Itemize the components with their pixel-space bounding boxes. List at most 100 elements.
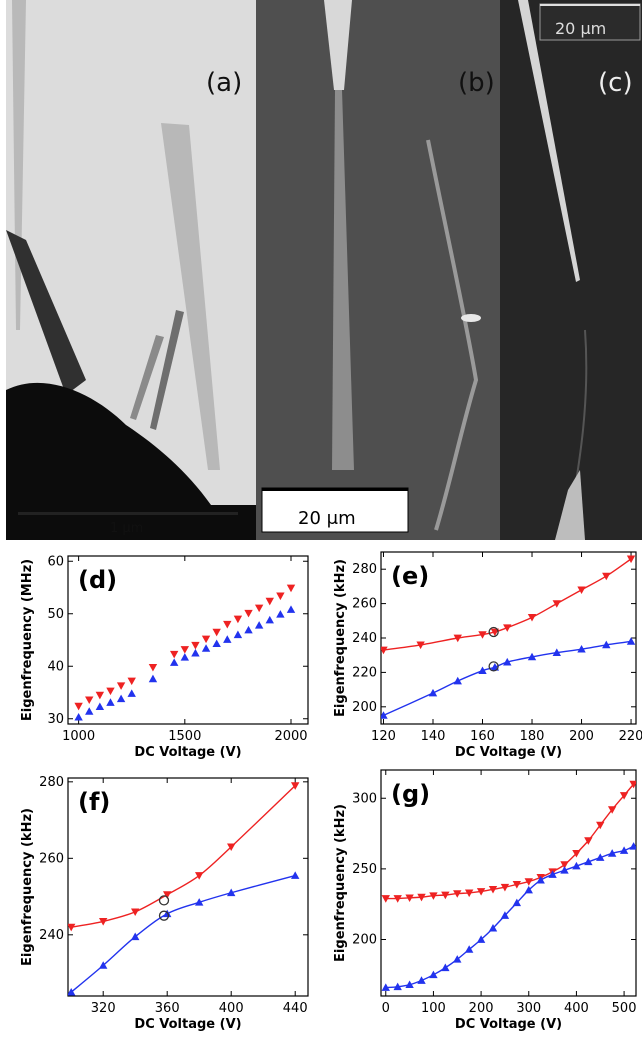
data-point bbox=[74, 712, 83, 721]
data-point bbox=[227, 888, 236, 897]
x-tick-label: 200 bbox=[469, 1001, 494, 1016]
data-point bbox=[441, 891, 450, 900]
x-tick-label: 0 bbox=[382, 1001, 390, 1016]
data-point bbox=[85, 707, 94, 715]
data-point bbox=[254, 604, 264, 613]
plot-frame bbox=[67, 777, 309, 997]
sem-micrograph-c: 20 μm bbox=[500, 0, 642, 540]
x-tick-label: 400 bbox=[219, 1001, 244, 1016]
data-point bbox=[291, 871, 300, 879]
y-tick-label: 240 bbox=[39, 928, 64, 943]
anticrossing-marker bbox=[488, 626, 499, 638]
data-point bbox=[212, 628, 221, 637]
data-point bbox=[227, 843, 236, 852]
data-point bbox=[500, 911, 510, 919]
panel-label-b: (b) bbox=[458, 68, 495, 98]
data-point bbox=[560, 866, 569, 874]
data-point bbox=[548, 870, 557, 878]
tip-bottom bbox=[555, 470, 585, 540]
sem-image-panel-c: 20 μm (c) bbox=[500, 0, 642, 540]
data-point bbox=[512, 881, 522, 889]
data-point bbox=[163, 891, 172, 899]
data-point bbox=[488, 885, 498, 894]
data-point bbox=[195, 898, 204, 906]
data-point bbox=[116, 694, 126, 703]
data-point bbox=[572, 849, 581, 858]
data-point bbox=[233, 615, 243, 624]
data-point bbox=[68, 987, 76, 996]
data-point bbox=[381, 711, 388, 719]
y-tick-label: 250 bbox=[352, 862, 377, 877]
data-point bbox=[602, 572, 611, 581]
data-point bbox=[148, 674, 158, 683]
data-point bbox=[74, 702, 83, 711]
data-point bbox=[201, 644, 211, 652]
x-axis-label: DC Voltage (V) bbox=[455, 1017, 562, 1032]
data-point bbox=[381, 646, 388, 655]
data-point bbox=[223, 620, 232, 629]
data-point bbox=[106, 687, 115, 696]
nanowire-c bbox=[518, 0, 580, 282]
data-point bbox=[99, 918, 108, 926]
sem-micrograph-b: 20 μm bbox=[256, 0, 500, 540]
y-axis-label: Eigenfrequency (kHz) bbox=[333, 804, 348, 962]
data-point bbox=[99, 961, 108, 969]
data-point bbox=[393, 895, 402, 903]
data-point bbox=[201, 635, 211, 644]
substrate-dark bbox=[6, 382, 256, 540]
y-tick-label: 60 bbox=[47, 554, 64, 569]
data-point bbox=[602, 640, 611, 649]
data-point bbox=[163, 909, 172, 918]
nanowire-dark bbox=[6, 230, 86, 395]
data-point bbox=[131, 908, 140, 917]
data-point bbox=[488, 924, 498, 932]
series-group bbox=[74, 584, 296, 721]
x-tick-label: 1500 bbox=[168, 729, 201, 744]
data-point bbox=[191, 648, 200, 657]
data-point bbox=[212, 639, 221, 648]
data-point bbox=[584, 857, 593, 866]
x-tick-label: 180 bbox=[520, 729, 545, 744]
scale-label-a: 1 μm bbox=[110, 521, 143, 536]
x-tick-label: 200 bbox=[569, 729, 594, 744]
y-tick-label: 260 bbox=[39, 851, 64, 866]
x-tick-label: 360 bbox=[155, 1001, 180, 1016]
data-point bbox=[629, 780, 636, 789]
data-point bbox=[381, 895, 390, 903]
data-point bbox=[85, 696, 94, 705]
data-point bbox=[244, 609, 253, 618]
data-point bbox=[428, 688, 438, 697]
x-tick-label: 100 bbox=[421, 1001, 446, 1016]
panel-label-e: (e) bbox=[391, 562, 429, 590]
x-tick-label: 440 bbox=[283, 1001, 308, 1016]
data-point bbox=[552, 600, 561, 608]
data-point bbox=[286, 605, 296, 613]
panel-label-d: (d) bbox=[78, 566, 117, 594]
data-point bbox=[417, 976, 426, 984]
data-point bbox=[416, 641, 425, 650]
x-tick-label: 2000 bbox=[274, 729, 307, 744]
plot-frame bbox=[67, 555, 309, 725]
data-point bbox=[116, 682, 126, 690]
nanowire-body bbox=[332, 90, 354, 470]
nanowire-thin-2 bbox=[150, 310, 184, 430]
scale-bar-b bbox=[262, 488, 408, 491]
scale-label-c: 20 μm bbox=[555, 19, 606, 38]
series-group bbox=[68, 782, 300, 996]
sem-image-panel-b: 20 μm (b) bbox=[256, 0, 500, 540]
y-tick-label: 200 bbox=[352, 700, 377, 715]
x-tick-label: 400 bbox=[564, 1001, 589, 1016]
data-point bbox=[68, 923, 76, 932]
x-axis-label: DC Voltage (V) bbox=[455, 745, 562, 760]
data-point bbox=[619, 846, 629, 854]
series-group bbox=[381, 555, 636, 719]
data-point bbox=[503, 624, 512, 632]
x-axis-label: DC Voltage (V) bbox=[134, 1017, 241, 1032]
series-line bbox=[385, 845, 634, 989]
panel-label-f: (f) bbox=[78, 788, 110, 816]
data-point bbox=[476, 888, 486, 896]
data-point bbox=[180, 653, 190, 661]
y-axis-label: Eigenfrequency (kHz) bbox=[20, 808, 35, 966]
data-point bbox=[607, 806, 617, 814]
scale-label-b: 20 μm bbox=[298, 508, 356, 529]
